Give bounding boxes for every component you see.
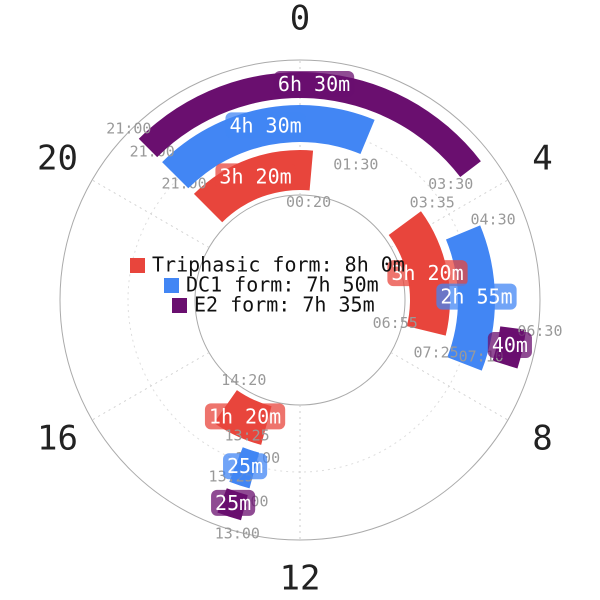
- duration-badge: [211, 489, 256, 516]
- duration-badge: [273, 70, 355, 97]
- duration-text: 40m: [492, 333, 528, 357]
- duration-text: 4h 30m: [229, 113, 301, 137]
- time-label: 03:30: [428, 175, 473, 193]
- duration-badge: [387, 260, 468, 287]
- duration-text: 25m: [227, 454, 263, 478]
- duration-badge: [215, 163, 296, 190]
- time-label: 04:30: [471, 211, 516, 229]
- duration-text: 6h 30m: [278, 72, 350, 96]
- legend-swatch: [130, 258, 145, 273]
- grid-line: [91, 352, 210, 421]
- legend-label: DC1 form: 7h 50m: [186, 273, 379, 297]
- grid-line: [91, 179, 210, 248]
- duration-badge: [223, 453, 268, 480]
- time-label: 01:30: [333, 156, 378, 174]
- duration-badge: [225, 112, 306, 139]
- duration-label: 25m: [211, 489, 256, 516]
- duration-label: 3h 20m: [215, 163, 296, 190]
- duration-label: 4h 30m: [225, 112, 306, 139]
- duration-text: 2h 55m: [440, 285, 512, 309]
- grid-line: [390, 352, 509, 421]
- duration-badge: [204, 403, 286, 430]
- time-label: 03:35: [410, 194, 455, 212]
- duration-label: 25m: [223, 453, 268, 480]
- time-label: 14:20: [221, 371, 266, 389]
- duration-label: 3h 20m: [387, 260, 468, 287]
- segment: [138, 72, 481, 178]
- grid-line: [390, 179, 509, 248]
- duration-text: 3h 20m: [391, 261, 463, 285]
- duration-label: 2h 55m: [436, 283, 517, 310]
- legend-swatch: [164, 278, 179, 293]
- duration-label: 6h 30m: [273, 70, 355, 97]
- duration-text: 25m: [215, 491, 251, 515]
- hour-label: 12: [280, 559, 321, 599]
- hour-label: 16: [37, 419, 78, 459]
- duration-text: 1h 20m: [209, 404, 281, 428]
- duration-label: 40m: [487, 332, 532, 359]
- time-label: 00:20: [286, 193, 331, 211]
- segment: [162, 105, 375, 189]
- hour-label: 8: [532, 419, 552, 459]
- time-label: 07:25: [413, 343, 458, 361]
- duration-badge: [487, 332, 532, 359]
- outer-circle: [59, 59, 541, 541]
- hour-label: 4: [532, 139, 552, 179]
- time-label: 21:00: [106, 119, 151, 137]
- hour-label: 20: [37, 139, 78, 179]
- time-label: 06:55: [373, 314, 418, 332]
- time-label: 13:25: [225, 427, 270, 445]
- legend-label: Triphasic form: 8h 0m: [152, 253, 405, 277]
- legend-swatch: [172, 298, 187, 313]
- legend-label: E2 form: 7h 35m: [194, 293, 375, 317]
- hour-label: 0: [290, 0, 310, 39]
- duration-label: 1h 20m: [204, 403, 286, 430]
- duration-text: 3h 20m: [219, 164, 291, 188]
- time-label: 13:00: [215, 524, 260, 542]
- duration-badge: [436, 283, 517, 310]
